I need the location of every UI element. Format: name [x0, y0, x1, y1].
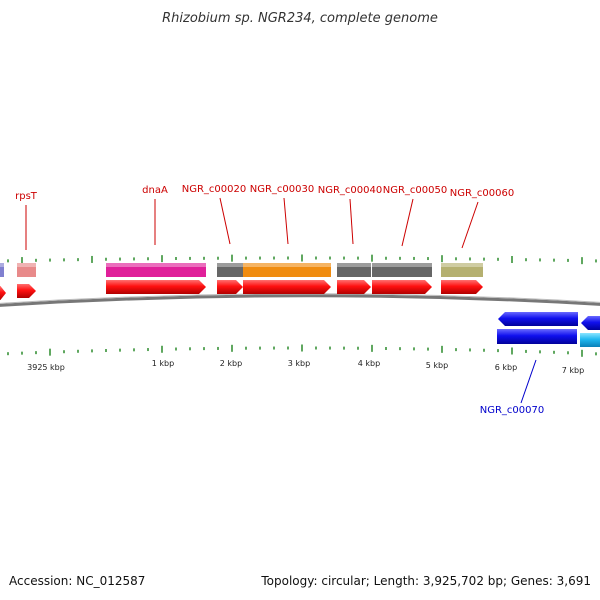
- cds-forward-arrow: [441, 280, 483, 294]
- gene-label: dnaA: [142, 185, 168, 196]
- gene-leader-line: [283, 197, 289, 245]
- cds-forward-arrow: [217, 280, 243, 294]
- feature-block-highlight: [17, 263, 36, 267]
- cds-forward-arrow: [372, 280, 432, 294]
- feature-block-highlight: [0, 263, 4, 267]
- map-title: Rhizobium sp. NGR234, complete genome: [162, 11, 438, 26]
- cds-forward-arrow: [337, 280, 371, 294]
- gene-label: NGR_c00060: [450, 188, 515, 199]
- cds-reverse-arrow: [581, 316, 600, 330]
- reverse-feature-block: [497, 329, 577, 344]
- gene-leader-line: [461, 201, 479, 249]
- cds-forward-arrow: [243, 280, 331, 294]
- kbp-label: 5 kbp: [426, 361, 448, 370]
- kbp-label: 2 kbp: [220, 359, 242, 368]
- cds-forward-arrow: [0, 286, 6, 300]
- gene-label: NGR_c00020: [182, 184, 247, 195]
- cds-reverse-arrow: [498, 312, 578, 326]
- feature-block-highlight: [337, 263, 371, 267]
- genome-summary-text: Topology: circular; Length: 3,925,702 bp…: [261, 574, 591, 588]
- cds-forward-arrow: [106, 280, 206, 294]
- gene-leader-line: [520, 359, 537, 404]
- gene-leader-line: [349, 198, 354, 245]
- gene-label: NGR_c00030: [250, 184, 315, 195]
- feature-block-highlight: [106, 263, 206, 267]
- gene-leader-line: [219, 197, 231, 245]
- gene-label: rpsT: [15, 191, 38, 202]
- gene-label: NGR_c00050: [383, 185, 448, 196]
- feature-block-highlight: [372, 263, 432, 267]
- kbp-label: 3925 kbp: [27, 363, 65, 372]
- kbp-label: 6 kbp: [495, 363, 517, 372]
- kbp-label: 3 kbp: [288, 359, 310, 368]
- accession-text: Accession: NC_012587: [9, 574, 146, 588]
- gene-label: NGR_c00040: [318, 185, 383, 196]
- feature-block-highlight: [243, 263, 331, 267]
- feature-block-highlight: [441, 263, 483, 267]
- genome-backbone: [0, 294, 600, 307]
- gene-label: NGR_c00070: [480, 405, 545, 416]
- cds-forward-arrow: [17, 284, 36, 298]
- kbp-label: 4 kbp: [358, 359, 380, 368]
- kbp-label: 7 kbp: [562, 366, 584, 375]
- feature-block: [0, 263, 4, 277]
- gene-leader-line: [401, 198, 414, 247]
- kbp-label: 1 kbp: [152, 359, 174, 368]
- reverse-feature-block: [580, 333, 600, 347]
- feature-block-highlight: [217, 263, 243, 267]
